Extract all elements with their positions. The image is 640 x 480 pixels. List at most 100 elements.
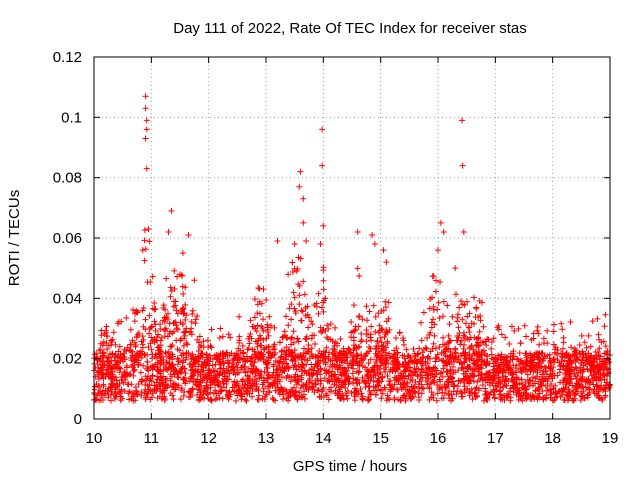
data-point bbox=[397, 397, 404, 404]
data-point bbox=[135, 330, 142, 337]
data-point bbox=[323, 370, 330, 377]
data-point bbox=[523, 352, 530, 359]
data-point bbox=[344, 395, 351, 402]
data-point bbox=[383, 364, 390, 371]
data-point bbox=[182, 301, 189, 308]
data-point bbox=[418, 337, 425, 344]
data-point bbox=[502, 373, 509, 380]
data-point bbox=[430, 340, 437, 347]
data-point bbox=[455, 367, 462, 374]
data-point bbox=[410, 372, 417, 379]
data-point bbox=[334, 392, 341, 399]
data-point bbox=[337, 383, 344, 390]
data-point bbox=[224, 357, 231, 364]
data-point bbox=[324, 322, 331, 329]
data-point bbox=[460, 345, 467, 352]
data-point bbox=[517, 340, 524, 347]
data-point bbox=[458, 298, 465, 305]
data-point bbox=[217, 325, 224, 332]
data-point bbox=[382, 298, 389, 305]
data-point bbox=[285, 322, 292, 329]
data-point bbox=[142, 373, 149, 380]
data-point bbox=[102, 387, 109, 394]
data-point bbox=[149, 372, 156, 379]
data-point bbox=[181, 388, 188, 395]
data-point bbox=[585, 332, 592, 339]
data-point bbox=[260, 388, 267, 395]
data-point bbox=[513, 391, 520, 398]
data-point bbox=[154, 344, 161, 351]
data-point bbox=[559, 379, 566, 386]
data-point bbox=[510, 388, 517, 395]
data-point bbox=[427, 296, 434, 303]
data-point bbox=[546, 355, 553, 362]
data-point bbox=[554, 372, 561, 379]
data-point bbox=[566, 388, 573, 395]
data-point bbox=[367, 391, 374, 398]
data-point bbox=[179, 305, 186, 312]
data-point bbox=[251, 373, 258, 380]
data-point bbox=[97, 388, 104, 395]
data-point bbox=[377, 386, 384, 393]
data-point bbox=[113, 391, 120, 398]
data-point bbox=[428, 378, 435, 385]
data-point bbox=[167, 284, 174, 291]
data-point bbox=[154, 337, 161, 344]
data-point bbox=[477, 353, 484, 360]
data-point bbox=[132, 397, 139, 404]
data-point bbox=[225, 368, 232, 375]
data-point bbox=[103, 340, 110, 347]
data-point bbox=[466, 344, 473, 351]
data-point bbox=[328, 384, 334, 391]
data-point bbox=[280, 367, 287, 374]
data-point bbox=[344, 388, 351, 395]
data-point bbox=[350, 342, 357, 349]
data-point bbox=[378, 307, 385, 314]
data-point bbox=[296, 183, 303, 190]
data-point bbox=[328, 373, 335, 380]
data-point bbox=[231, 378, 238, 385]
data-point bbox=[525, 380, 532, 387]
data-point bbox=[143, 394, 150, 401]
data-point bbox=[109, 368, 116, 375]
data-point bbox=[148, 346, 155, 353]
data-point bbox=[354, 265, 361, 272]
data-point bbox=[440, 365, 447, 372]
data-point bbox=[125, 390, 132, 397]
data-point bbox=[589, 318, 596, 325]
data-point bbox=[548, 363, 555, 370]
data-point bbox=[363, 303, 370, 310]
data-point bbox=[595, 365, 602, 372]
data-point bbox=[516, 350, 523, 357]
data-point bbox=[286, 305, 293, 312]
data-point bbox=[384, 340, 391, 347]
data-point bbox=[410, 384, 417, 391]
data-point bbox=[100, 381, 107, 388]
data-point bbox=[376, 379, 383, 386]
data-point bbox=[542, 363, 549, 370]
data-point bbox=[540, 368, 547, 375]
data-point bbox=[598, 360, 605, 367]
y-tick-labels: 0 0.02 0.04 0.06 0.08 0.1 0.12 bbox=[53, 49, 82, 428]
data-point bbox=[508, 376, 515, 383]
data-point bbox=[170, 298, 177, 305]
data-point bbox=[325, 356, 332, 363]
data-point bbox=[426, 331, 433, 338]
data-point bbox=[154, 395, 161, 402]
data-point bbox=[214, 377, 221, 384]
data-point bbox=[163, 375, 170, 382]
data-point bbox=[251, 348, 258, 355]
data-point bbox=[165, 360, 172, 367]
data-point bbox=[475, 387, 482, 394]
data-point bbox=[382, 303, 389, 310]
data-point bbox=[522, 385, 529, 392]
data-point bbox=[590, 368, 597, 375]
data-point bbox=[213, 395, 220, 402]
data-point bbox=[142, 135, 149, 142]
data-point bbox=[568, 344, 575, 351]
data-point bbox=[313, 303, 320, 310]
data-point bbox=[337, 336, 344, 343]
data-point bbox=[446, 360, 453, 367]
data-point bbox=[292, 388, 299, 395]
data-point bbox=[488, 355, 495, 362]
